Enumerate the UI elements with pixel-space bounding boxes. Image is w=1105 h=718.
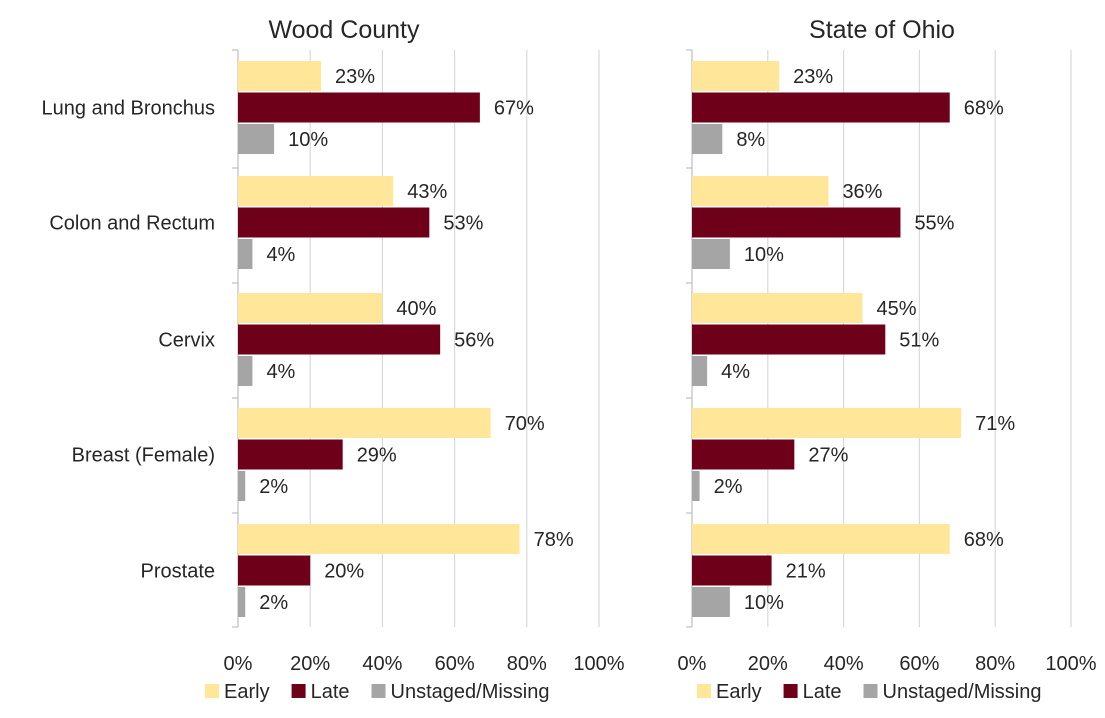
legend-swatch [863, 684, 878, 698]
data-label: 27% [808, 445, 848, 467]
data-label: 53% [443, 213, 483, 235]
x-tick-label: 100% [573, 653, 624, 675]
bar-unstaged-missing [692, 124, 723, 154]
x-tick-label: 20% [748, 653, 788, 675]
legend-swatch [371, 684, 386, 698]
data-label: 10% [744, 244, 784, 266]
data-label: 20% [324, 561, 364, 583]
x-tick-label: 0% [224, 653, 253, 675]
data-label: 68% [964, 529, 1004, 551]
category-label: Prostate [141, 561, 215, 583]
x-tick-label: 40% [824, 653, 864, 675]
data-label: 51% [899, 330, 939, 352]
legend-label: Unstaged/Missing [883, 681, 1042, 703]
category-label: Breast (Female) [72, 445, 215, 467]
legend-swatch [783, 684, 798, 698]
bar-early [692, 61, 780, 91]
bar-late [692, 555, 772, 586]
bar-unstaged-missing [238, 587, 246, 617]
bar-early [692, 293, 863, 323]
panel-state-of-ohio: State of Ohio 23% 68% 8% 36% 55% 10% 45% 51% 4% 7… [678, 16, 1097, 703]
bar-unstaged-missing [238, 239, 253, 269]
panel-wood-county: Wood County 23% 67% 10% Lung and Bronchus 43… [42, 16, 625, 703]
legend-swatch [205, 684, 219, 698]
bar-unstaged-missing [238, 356, 253, 386]
chart-title: Wood County [268, 16, 420, 44]
legend-label: Late [803, 681, 842, 703]
data-label: 4% [266, 361, 295, 383]
bar-early [238, 408, 491, 438]
x-tick-label: 20% [290, 653, 330, 675]
data-label: 36% [842, 181, 882, 203]
data-label: 2% [259, 592, 288, 614]
data-label: 43% [407, 181, 447, 203]
bar-early [692, 408, 962, 438]
data-label: 8% [736, 129, 765, 151]
bar-early [692, 524, 950, 554]
data-label: 4% [721, 361, 750, 383]
x-tick-label: 60% [899, 653, 939, 675]
bar-late [238, 439, 343, 470]
chart-title: State of Ohio [809, 16, 955, 44]
bar-unstaged-missing [692, 356, 708, 386]
bar-late [692, 324, 886, 355]
bar-late [238, 207, 430, 238]
bar-early [238, 61, 322, 91]
legend-label: Early [716, 681, 762, 703]
bar-late [692, 92, 950, 123]
bar-unstaged-missing [692, 239, 730, 269]
legend-swatch [291, 684, 306, 698]
bar-late [692, 439, 795, 470]
data-label: 55% [914, 213, 954, 235]
bar-unstaged-missing [692, 471, 700, 501]
data-label: 2% [259, 476, 288, 498]
category-label: Lung and Bronchus [42, 98, 215, 120]
data-label: 29% [357, 445, 397, 467]
data-label: 10% [744, 592, 784, 614]
x-tick-label: 0% [678, 653, 707, 675]
data-label: 23% [335, 66, 375, 88]
bar-late [692, 207, 901, 238]
data-label: 78% [534, 529, 574, 551]
data-label: 23% [793, 66, 833, 88]
bar-unstaged-missing [238, 124, 275, 154]
bar-unstaged-missing [238, 471, 246, 501]
data-label: 4% [266, 244, 295, 266]
legend-label: Early [224, 681, 270, 703]
bar-early [238, 524, 520, 554]
legend-swatch [697, 684, 711, 698]
data-label: 45% [877, 298, 917, 320]
data-label: 67% [494, 98, 534, 120]
data-label: 56% [454, 330, 494, 352]
bar-early [238, 176, 394, 206]
bar-late [238, 555, 311, 586]
bar-late [238, 92, 480, 123]
bar-early [692, 176, 829, 206]
data-label: 2% [714, 476, 743, 498]
x-tick-label: 100% [1045, 653, 1096, 675]
category-label: Colon and Rectum [49, 213, 215, 235]
data-label: 70% [505, 413, 545, 435]
x-tick-label: 80% [507, 653, 547, 675]
x-tick-label: 60% [435, 653, 475, 675]
bar-unstaged-missing [692, 587, 730, 617]
x-tick-label: 80% [975, 653, 1015, 675]
bar-late [238, 324, 441, 355]
category-label: Cervix [158, 330, 215, 352]
data-label: 10% [288, 129, 328, 151]
data-label: 68% [964, 98, 1004, 120]
data-label: 71% [975, 413, 1015, 435]
legend-label: Late [311, 681, 350, 703]
data-label: 40% [396, 298, 436, 320]
legend-label: Unstaged/Missing [391, 681, 550, 703]
data-label: 21% [786, 561, 826, 583]
bar-early [238, 293, 383, 323]
x-tick-label: 40% [362, 653, 402, 675]
